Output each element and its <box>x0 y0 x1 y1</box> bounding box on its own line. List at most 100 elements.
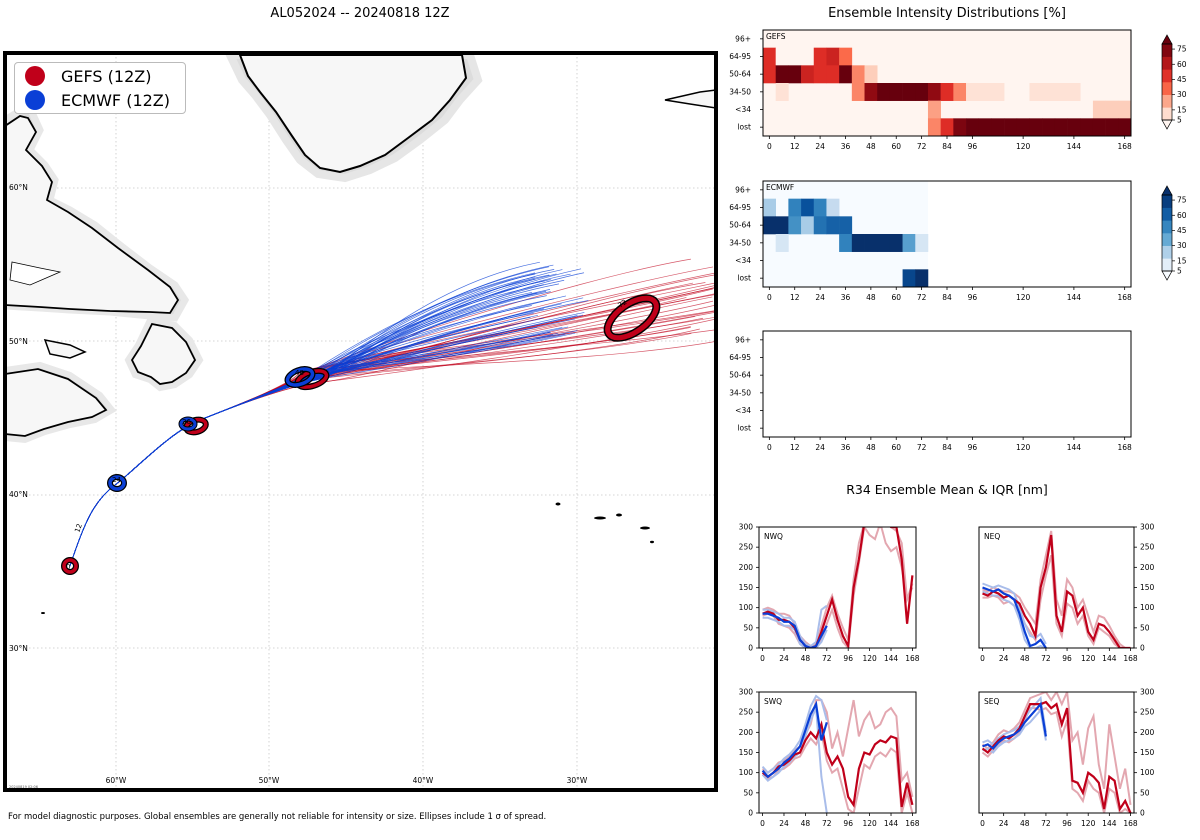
heatmap-cell <box>927 100 941 119</box>
heatmap-cell <box>966 118 980 137</box>
r34-x-tick: 168 <box>1123 654 1138 663</box>
r34-x-tick: 120 <box>862 819 877 828</box>
heatmap-cell <box>775 47 789 66</box>
heatmap-x-tick: 72 <box>917 443 927 452</box>
gefs-mean-line <box>761 720 914 808</box>
heatmap-x-tick: 120 <box>1016 293 1031 302</box>
colorbar-tick: 45 <box>1177 226 1187 235</box>
r34-x-tick: 72 <box>1041 654 1051 663</box>
maritimes-landmass <box>5 361 117 444</box>
r34-y-tick: 200 <box>739 563 754 572</box>
r34-panel-neq: NEQ 0 50 100 150 200 250 300 0 24 48 72 96 120 144 168 <box>978 523 1155 663</box>
heatmap-row-label: <34 <box>735 406 751 415</box>
heatmap-row-label: 34-50 <box>729 238 751 247</box>
r34-y-tick: 150 <box>1140 748 1155 757</box>
heatmap-x-tick: 24 <box>815 293 825 302</box>
r34-y-tick: 300 <box>1140 523 1155 532</box>
r34-x-tick: 48 <box>1020 819 1030 828</box>
heatmap-cell <box>902 269 916 288</box>
heatmap-frame <box>762 330 1132 438</box>
r34-x-tick: 24 <box>779 819 789 828</box>
heatmap-cell <box>1042 118 1056 137</box>
heatmap-x-tick: 48 <box>866 142 876 151</box>
gefs-iqr-line <box>982 554 1131 648</box>
heatmap-row-label: lost <box>737 274 751 283</box>
heatmap-cell <box>953 83 967 101</box>
heatmap-row-label: 34-50 <box>729 87 751 96</box>
colorbar-tick: 60 <box>1177 60 1187 69</box>
heatmap-cell <box>915 269 929 288</box>
lat-label-40: 40°N <box>9 490 28 499</box>
gefs-iqr-line <box>981 692 1132 806</box>
r34-y-tick: 0 <box>748 809 753 818</box>
r34-x-tick: 72 <box>822 654 832 663</box>
heatmap-cell <box>813 198 827 217</box>
r34-x-tick: 144 <box>1102 654 1117 663</box>
r34-y-tick: 50 <box>1140 623 1150 632</box>
r34-y-tick: 50 <box>743 623 753 632</box>
ecmwf-mean-line <box>762 612 828 648</box>
heatmap-x-tick: 0 <box>767 142 772 151</box>
gefs-iqr-line <box>762 527 914 648</box>
r34-y-tick: 250 <box>1140 543 1155 552</box>
heatmap-x-tick: 168 <box>1117 443 1132 452</box>
heatmap-x-tick: 84 <box>942 443 952 452</box>
heatmap-x-tick: 48 <box>866 293 876 302</box>
ecmwf-iqr-line <box>761 707 828 813</box>
r34-y-tick: 50 <box>743 788 753 797</box>
heatmap-cell <box>953 118 967 137</box>
r34-x-tick: 0 <box>760 654 765 663</box>
heatmap-cell <box>1029 83 1043 101</box>
r34-quadrant-label: SWQ <box>764 697 782 706</box>
heatmap-cell <box>1105 118 1119 137</box>
r34-quadrant-label: SEQ <box>984 697 999 706</box>
r34-y-tick: 100 <box>1140 603 1155 612</box>
heatmap-cell <box>851 65 865 84</box>
colorbar-tick: 45 <box>1177 75 1187 84</box>
heatmap-x-tick: 72 <box>917 293 927 302</box>
heatmap-empty: 96+ 64-95 50-64 34-50 <34 lost 0 12 24 36 48 60 72 84… <box>729 330 1132 452</box>
heatmap-cell <box>763 216 776 235</box>
heatmap-x-tick: 36 <box>841 443 851 452</box>
map-gridlines <box>5 53 716 790</box>
heatmap-cell <box>991 83 1005 101</box>
heatmap-cell <box>1016 118 1030 137</box>
legend-ecmwf-dot <box>25 90 45 110</box>
colorbar-tick: 30 <box>1177 241 1187 250</box>
heatmap-cell <box>801 65 815 84</box>
colorbar-tick: 5 <box>1177 267 1182 276</box>
heatmap-cell <box>851 234 865 252</box>
heatmap-cell <box>1105 100 1119 119</box>
r34-x-tick: 0 <box>760 819 765 828</box>
heatmap-x-tick: 12 <box>790 443 800 452</box>
heatmap-cell <box>927 118 941 137</box>
heatmap-row-label: 50-64 <box>729 70 751 79</box>
lat-label-30: 30°N <box>9 644 28 653</box>
heatmap-cell <box>788 65 802 84</box>
heatmap-cell <box>902 83 916 101</box>
label-24: 24 <box>112 476 121 484</box>
heatmap-row-label: lost <box>737 123 751 132</box>
heatmap-panel-label: GEFS <box>766 32 786 41</box>
heatmap-cell <box>763 47 776 66</box>
heatmap-x-tick: 60 <box>891 443 901 452</box>
r34-y-tick: 150 <box>1140 583 1155 592</box>
gefs-iqr-line <box>981 706 1132 813</box>
heatmap-panel-label: ECMWF <box>766 183 794 192</box>
r34-x-tick: 96 <box>843 654 853 663</box>
heatmap-x-tick: 24 <box>815 142 825 151</box>
heatmap-cell <box>851 83 865 101</box>
heatmap-cell <box>915 83 929 101</box>
r34-x-tick: 144 <box>1102 819 1117 828</box>
heatmap-row-label: 50-64 <box>729 371 751 380</box>
heatmap-row-label: lost <box>737 424 751 433</box>
r34-y-tick: 250 <box>1140 708 1155 717</box>
ellipse-labels: 0 12 24 36 48 72 <box>66 298 628 571</box>
r34-y-tick: 0 <box>1140 644 1145 653</box>
legend-gefs-label: GEFS (12Z) <box>61 66 152 86</box>
r34-x-tick: 120 <box>1081 654 1096 663</box>
r34-x-tick: 144 <box>884 819 899 828</box>
heatmap-x-tick: 168 <box>1117 142 1132 151</box>
heatmap-row-label: 64-95 <box>729 203 751 212</box>
r34-x-tick: 24 <box>999 819 1009 828</box>
